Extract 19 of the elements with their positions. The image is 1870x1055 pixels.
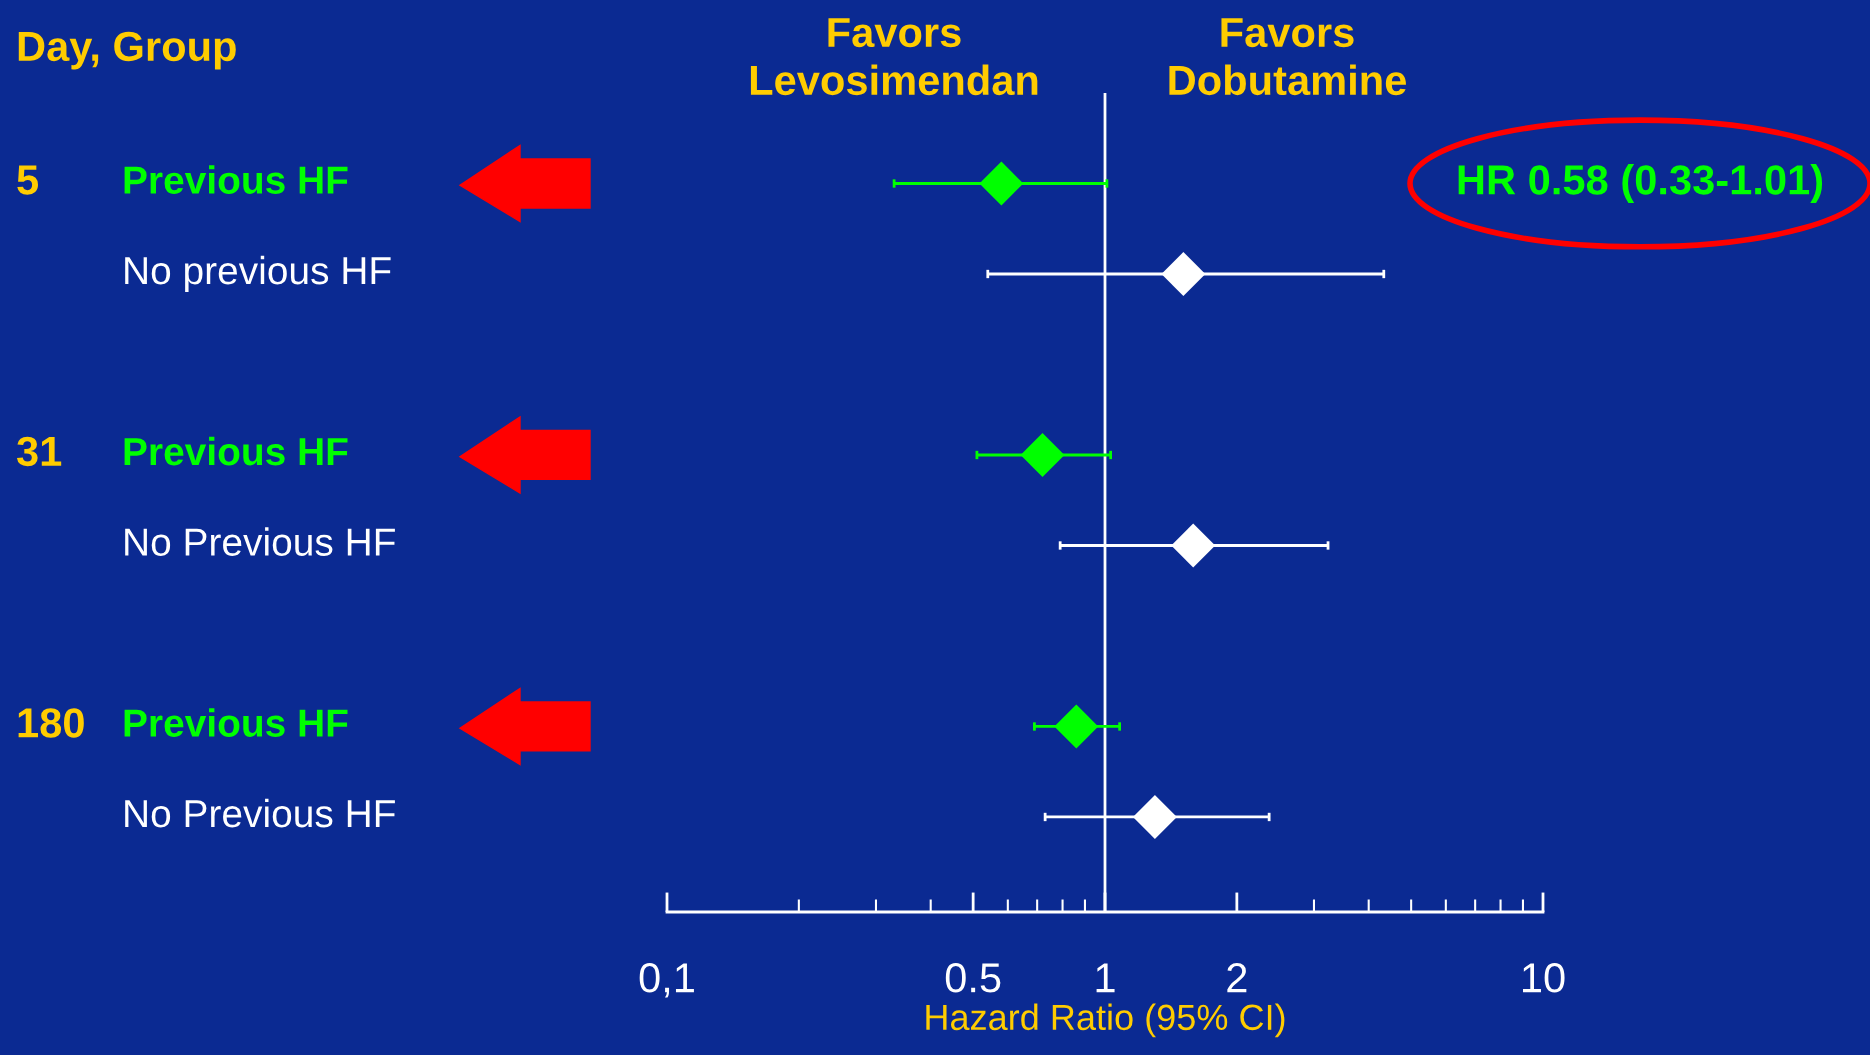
y-tick-label: Previous HF <box>124 165 348 194</box>
annotation: Favors Dobutamine <box>1169 18 1406 96</box>
y-tick-label: No Previous HF <box>125 798 395 828</box>
y-tick-label: Previous HF <box>124 436 348 466</box>
x-tick-label: 2 <box>1227 963 1247 993</box>
x-tick-label: 1 <box>1096 963 1115 993</box>
x-tick-label: 10 <box>1523 963 1565 993</box>
y-tick-label: Previous HF <box>124 708 348 737</box>
x-axis-title: Hazard Ratio (95% CI) <box>926 1003 1285 1038</box>
x-tick-label: 0.5 <box>945 963 1001 993</box>
annotation: Favors Levosimendan <box>750 18 1038 96</box>
annotation: HR 0.58 (0.33-1.01) <box>1458 164 1823 203</box>
y-tick-label: No Previous HF <box>125 527 395 556</box>
text: 31 <box>16 436 62 467</box>
x-tick-label: 0,1 <box>639 963 694 998</box>
text: 180 <box>18 708 84 738</box>
text: Day, Group <box>18 31 236 70</box>
y-tick-label: No previous HF <box>125 255 391 293</box>
text: 5 <box>17 165 39 195</box>
